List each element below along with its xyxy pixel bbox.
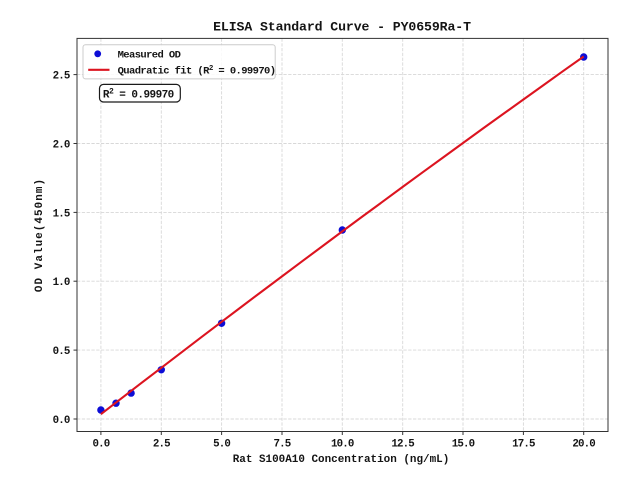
svg-text:0.0: 0.0 [53, 415, 70, 427]
svg-text:1.0: 1.0 [53, 277, 70, 289]
svg-text:0.0: 0.0 [92, 438, 109, 450]
svg-text:Measured OD: Measured OD [118, 50, 181, 62]
svg-text:20.0: 20.0 [572, 438, 595, 450]
svg-text:2.5: 2.5 [153, 438, 170, 450]
svg-text:Rat S100A10 Concentration (ng/: Rat S100A10 Concentration (ng/mL) [233, 454, 450, 466]
svg-text:2.5: 2.5 [53, 71, 70, 83]
svg-text:2.0: 2.0 [53, 139, 70, 151]
svg-text:Quadratic fit (R2 = 0.99970): Quadratic fit (R2 = 0.99970) [118, 65, 276, 77]
svg-text:1.5: 1.5 [53, 208, 70, 220]
svg-text:R2 = 0.99970: R2 = 0.99970 [103, 88, 174, 102]
svg-text:10.0: 10.0 [331, 438, 354, 450]
svg-text:15.0: 15.0 [452, 438, 475, 450]
svg-text:17.5: 17.5 [512, 438, 535, 450]
svg-text:12.5: 12.5 [391, 438, 414, 450]
svg-text:7.5: 7.5 [274, 438, 291, 450]
svg-text:5.0: 5.0 [213, 438, 230, 450]
svg-text:ELISA Standard Curve - PY0659R: ELISA Standard Curve - PY0659Ra-T [213, 19, 471, 34]
svg-text:OD Value(450nm): OD Value(450nm) [34, 178, 46, 292]
svg-text:0.5: 0.5 [53, 346, 70, 358]
